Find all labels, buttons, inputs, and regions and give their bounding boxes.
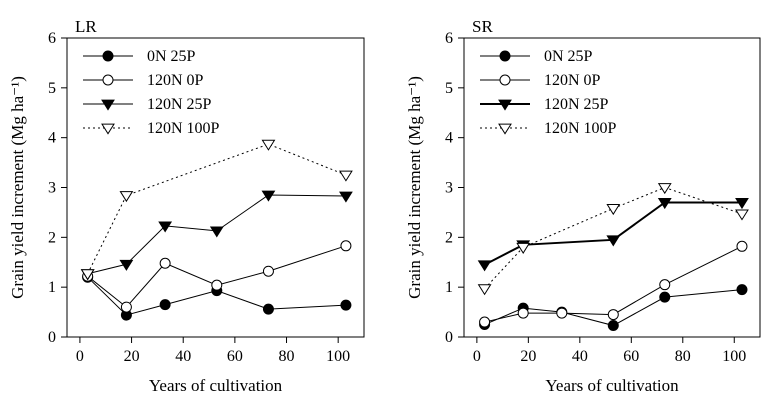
x-tick-label: 100 bbox=[722, 348, 746, 365]
y-tick-label: 4 bbox=[445, 130, 453, 147]
data-point bbox=[477, 284, 492, 296]
data-point bbox=[159, 257, 171, 269]
y-tick-label: 1 bbox=[48, 279, 56, 296]
data-point bbox=[80, 269, 95, 281]
data-point bbox=[479, 316, 491, 328]
series-line bbox=[87, 245, 347, 308]
y-tick-label: 4 bbox=[48, 130, 56, 147]
data-point bbox=[517, 307, 529, 319]
series-line bbox=[484, 245, 743, 323]
x-tick-label: 80 bbox=[675, 348, 691, 365]
data-point bbox=[657, 183, 672, 195]
legend-marker bbox=[499, 50, 511, 62]
series-120n-0p bbox=[479, 240, 748, 328]
x-tick-label: 80 bbox=[279, 348, 295, 365]
legend-label: 0N 25P bbox=[147, 48, 196, 65]
data-point bbox=[261, 139, 276, 151]
y-tick-label: 0 bbox=[48, 329, 56, 346]
x-axis-title: Years of cultivation bbox=[149, 376, 283, 395]
series-120n-25p bbox=[80, 190, 353, 281]
x-tick-label: 0 bbox=[76, 348, 84, 365]
data-point bbox=[659, 279, 671, 291]
data-point bbox=[119, 259, 134, 271]
legend-label: 120N 100P bbox=[544, 120, 617, 137]
series-line bbox=[87, 143, 347, 274]
data-point bbox=[211, 279, 223, 291]
legend-marker bbox=[499, 74, 511, 86]
data-point bbox=[340, 299, 352, 311]
data-point bbox=[339, 170, 353, 182]
x-tick-label: 40 bbox=[572, 348, 588, 365]
series-120n-100p bbox=[477, 183, 749, 296]
data-point bbox=[659, 291, 671, 303]
legend-marker bbox=[102, 50, 114, 62]
data-point bbox=[261, 190, 276, 202]
series-0n-25p bbox=[82, 271, 352, 321]
y-axis-title: Grain yield increment (Mg ha⁻¹) bbox=[405, 76, 424, 299]
data-point bbox=[607, 309, 619, 321]
data-point bbox=[262, 303, 274, 315]
data-point bbox=[736, 240, 748, 252]
y-tick-label: 1 bbox=[445, 279, 453, 296]
y-tick-label: 5 bbox=[48, 80, 56, 97]
series-line bbox=[87, 276, 346, 316]
legend-marker bbox=[102, 74, 114, 86]
y-axis-title: Grain yield increment (Mg ha⁻¹) bbox=[8, 76, 27, 299]
x-axis-title: Years of cultivation bbox=[545, 376, 679, 395]
series-120n-100p bbox=[80, 139, 353, 281]
data-point bbox=[340, 240, 352, 252]
legend-marker bbox=[101, 99, 115, 111]
panel-label: LR bbox=[75, 17, 97, 36]
y-tick-label: 0 bbox=[445, 329, 453, 346]
data-point bbox=[120, 301, 132, 313]
data-point bbox=[262, 265, 274, 277]
data-point bbox=[607, 320, 619, 332]
x-tick-label: 20 bbox=[520, 348, 536, 365]
series-0n-25p bbox=[479, 284, 748, 332]
x-tick-label: 60 bbox=[227, 348, 243, 365]
data-point bbox=[736, 284, 748, 296]
series-line bbox=[484, 289, 743, 327]
x-tick-label: 0 bbox=[473, 348, 481, 365]
y-tick-label: 6 bbox=[48, 30, 56, 47]
data-point bbox=[735, 198, 749, 210]
data-point bbox=[158, 221, 173, 233]
x-tick-label: 20 bbox=[124, 348, 140, 365]
legend-label: 120N 25P bbox=[147, 96, 212, 113]
y-tick-label: 3 bbox=[48, 180, 56, 197]
legend-label: 120N 0P bbox=[147, 72, 204, 89]
series-line bbox=[87, 194, 346, 275]
legend-marker bbox=[498, 99, 512, 111]
data-point bbox=[159, 299, 171, 311]
legend-label: 120N 100P bbox=[147, 120, 220, 137]
data-point bbox=[606, 235, 621, 247]
data-point bbox=[516, 242, 531, 254]
x-tick-label: 100 bbox=[326, 348, 350, 365]
legend-label: 120N 25P bbox=[544, 96, 609, 113]
data-point bbox=[119, 191, 134, 203]
y-tick-label: 6 bbox=[445, 30, 453, 47]
data-point bbox=[339, 191, 353, 203]
data-point bbox=[657, 198, 672, 210]
x-tick-label: 40 bbox=[175, 348, 191, 365]
legend-marker bbox=[498, 123, 512, 135]
x-tick-label: 60 bbox=[623, 348, 639, 365]
y-tick-label: 3 bbox=[445, 180, 453, 197]
data-point bbox=[556, 307, 568, 319]
data-point bbox=[735, 209, 749, 221]
y-tick-label: 2 bbox=[48, 229, 56, 246]
panel-label: SR bbox=[472, 17, 493, 36]
series-120n-0p bbox=[82, 240, 352, 313]
legend-label: 120N 0P bbox=[544, 72, 601, 89]
data-point bbox=[209, 226, 224, 238]
legend-marker bbox=[101, 123, 115, 135]
y-tick-label: 2 bbox=[445, 229, 453, 246]
legend-label: 0N 25P bbox=[544, 48, 593, 65]
data-point bbox=[606, 204, 621, 216]
data-point bbox=[477, 260, 492, 272]
y-tick-label: 5 bbox=[445, 80, 453, 97]
